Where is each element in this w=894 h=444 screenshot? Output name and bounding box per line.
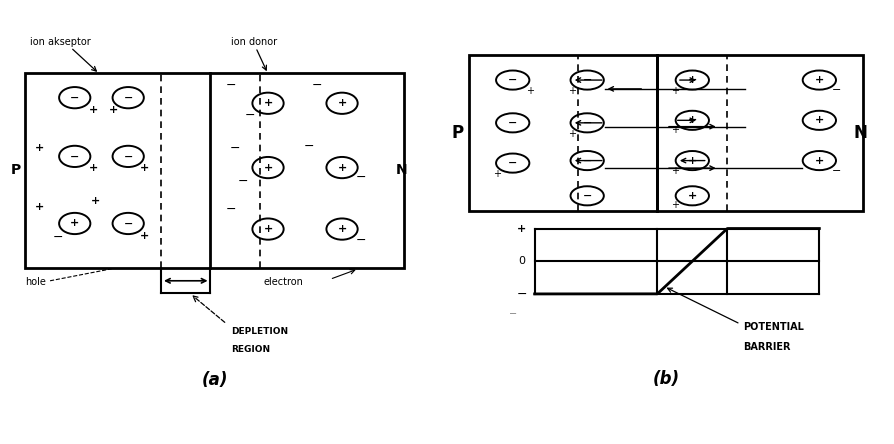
Text: 0: 0 <box>518 256 525 266</box>
Text: −: − <box>238 175 249 188</box>
Bar <box>468 55 657 211</box>
Text: +: + <box>670 87 679 96</box>
Text: +: + <box>90 196 100 206</box>
Text: +: + <box>140 231 149 241</box>
Text: +: + <box>568 87 576 96</box>
Text: hole: hole <box>25 277 46 287</box>
Text: −: − <box>70 93 80 103</box>
Text: P: P <box>11 163 21 177</box>
Text: +: + <box>264 163 273 173</box>
Text: (a): (a) <box>201 371 228 389</box>
Bar <box>657 55 863 211</box>
Text: ion donor: ion donor <box>231 37 277 47</box>
Text: −: − <box>583 118 592 128</box>
Text: +: + <box>337 98 347 108</box>
Text: −: − <box>304 140 315 153</box>
Text: +: + <box>527 87 535 96</box>
Text: −: − <box>832 166 841 176</box>
Text: +: + <box>35 143 45 153</box>
Text: +: + <box>687 115 697 125</box>
Text: P: P <box>451 124 463 142</box>
Text: −: − <box>226 79 236 91</box>
Text: −: − <box>355 171 366 184</box>
Text: +: + <box>109 105 118 115</box>
Text: −: − <box>583 75 592 85</box>
Text: −: − <box>583 155 592 166</box>
Text: −: − <box>508 158 518 168</box>
Text: +: + <box>687 155 697 166</box>
Text: +: + <box>670 166 679 176</box>
Text: +: + <box>814 115 824 125</box>
Text: N: N <box>396 163 408 177</box>
Text: +: + <box>264 98 273 108</box>
Text: N: N <box>854 124 867 142</box>
Text: +: + <box>493 170 502 179</box>
Text: POTENTIAL: POTENTIAL <box>743 321 804 332</box>
Text: +: + <box>35 202 45 212</box>
Text: −: − <box>312 79 323 91</box>
Text: −: − <box>226 203 236 216</box>
Text: −: − <box>70 151 80 161</box>
Text: +: + <box>670 200 679 210</box>
Text: −: − <box>509 309 517 319</box>
Text: +: + <box>670 125 679 135</box>
Text: +: + <box>337 163 347 173</box>
Text: DEPLETION: DEPLETION <box>231 327 288 336</box>
Text: −: − <box>123 93 133 103</box>
Text: −: − <box>123 218 133 229</box>
Text: −: − <box>53 231 63 244</box>
Text: +: + <box>337 224 347 234</box>
Text: −: − <box>230 142 240 155</box>
Bar <box>25 72 404 268</box>
Text: −: − <box>508 75 518 85</box>
Text: −: − <box>244 109 255 123</box>
Text: −: − <box>123 151 133 161</box>
Text: −: − <box>583 191 592 201</box>
Text: +: + <box>517 223 526 234</box>
Text: (b): (b) <box>653 370 679 388</box>
Text: −: − <box>508 118 518 128</box>
Text: +: + <box>89 105 97 115</box>
Text: −: − <box>832 85 841 95</box>
Text: REGION: REGION <box>231 345 270 354</box>
Text: +: + <box>687 191 697 201</box>
Text: +: + <box>264 224 273 234</box>
Text: −: − <box>516 287 527 301</box>
Text: +: + <box>568 129 576 139</box>
Text: −: − <box>355 234 366 247</box>
Text: +: + <box>814 155 824 166</box>
Text: electron: electron <box>264 277 304 287</box>
Text: +: + <box>140 163 149 173</box>
Text: +: + <box>687 75 697 85</box>
Text: +: + <box>70 218 80 229</box>
Text: BARRIER: BARRIER <box>743 342 790 352</box>
Text: ion akseptor: ion akseptor <box>30 37 90 47</box>
Text: +: + <box>814 75 824 85</box>
Text: +: + <box>89 163 97 173</box>
